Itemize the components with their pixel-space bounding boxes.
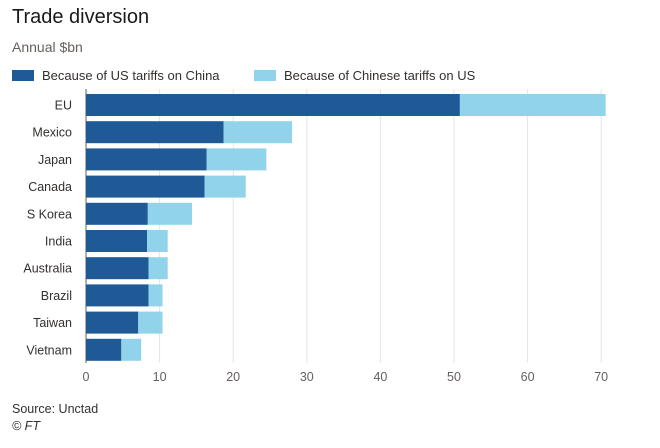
- category-label: EU: [55, 99, 72, 113]
- bar-segment-chinese-tariffs: [138, 311, 163, 334]
- category-labels: EU Mexico Japan Canada S Korea India Australia…: [23, 99, 72, 358]
- bar-segment-chinese-tariffs: [204, 175, 246, 198]
- bar-segment-chinese-tariffs: [459, 94, 606, 116]
- bar-segment-chinese-tariffs: [147, 202, 192, 225]
- bar-segment-chinese-tariffs: [148, 284, 163, 307]
- chart-subtitle: Annual $bn: [12, 39, 83, 55]
- legend-swatch-chinese-tariffs: [254, 70, 276, 81]
- bar-segment-chinese-tariffs: [121, 338, 142, 361]
- x-tick-label: 70: [594, 370, 608, 384]
- bar-segment-us-tariffs: [86, 338, 122, 361]
- category-label: S Korea: [27, 207, 72, 221]
- legend-label-chinese-tariffs: Because of Chinese tariffs on US: [284, 68, 476, 83]
- bar-segment-us-tariffs: [86, 311, 139, 334]
- bar-segment-chinese-tariffs: [147, 230, 168, 252]
- category-label: Taiwan: [33, 316, 72, 330]
- legend: Because of US tariffs on China Because o…: [12, 68, 652, 84]
- x-axis-tick-labels: 0 10 20 30 40 50 60 70: [83, 370, 609, 384]
- legend-item-chinese-tariffs: Because of Chinese tariffs on US: [254, 68, 475, 83]
- bar-segment-us-tariffs: [86, 175, 205, 198]
- x-tick-label: 0: [83, 370, 90, 384]
- category-label: Canada: [28, 180, 72, 194]
- category-label: India: [45, 235, 72, 249]
- x-tick-label: 30: [300, 370, 314, 384]
- bar-segment-chinese-tariffs: [223, 121, 293, 144]
- category-label: Mexico: [32, 126, 72, 140]
- x-tick-label: 40: [373, 370, 387, 384]
- category-label: Brazil: [41, 289, 72, 303]
- ft-credit: © FT: [12, 419, 40, 433]
- x-tick-label: 50: [447, 370, 461, 384]
- bar-segment-us-tariffs: [86, 284, 149, 307]
- legend-item-us-tariffs: Because of US tariffs on China: [12, 68, 220, 83]
- bar-segment-us-tariffs: [86, 94, 460, 116]
- category-label: Vietnam: [26, 343, 72, 357]
- bar-segment-us-tariffs: [86, 121, 224, 144]
- legend-label-us-tariffs: Because of US tariffs on China: [42, 68, 220, 83]
- bars: [86, 94, 606, 361]
- bar-segment-chinese-tariffs: [206, 148, 267, 171]
- x-tick-label: 10: [153, 370, 167, 384]
- bar-segment-chinese-tariffs: [148, 257, 168, 280]
- bar-segment-us-tariffs: [86, 148, 207, 171]
- x-tick-label: 20: [226, 370, 240, 384]
- legend-swatch-us-tariffs: [12, 70, 34, 81]
- bar-segment-us-tariffs: [86, 230, 148, 252]
- bar-segment-us-tariffs: [86, 202, 148, 225]
- x-tick-label: 60: [521, 370, 535, 384]
- category-label: Australia: [23, 262, 72, 276]
- chart-title: Trade diversion: [12, 6, 150, 28]
- category-label: Japan: [38, 153, 72, 167]
- source-note: Source: Unctad: [12, 402, 99, 416]
- bar-segment-us-tariffs: [86, 257, 149, 280]
